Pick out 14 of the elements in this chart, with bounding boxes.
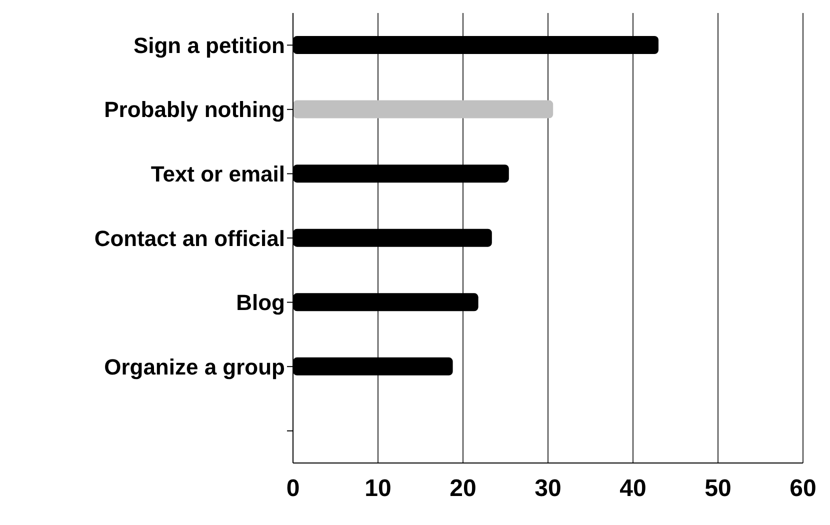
x-tick-label: 50 [704, 475, 732, 502]
y-tick-label: Sign a petition [133, 32, 285, 58]
x-tick-label: 40 [620, 475, 646, 502]
y-tick-label: Text or email [150, 162, 285, 187]
y-tick-label: Blog [236, 290, 285, 316]
x-tick-label: 20 [450, 475, 476, 502]
y-tick-label: Organize a group [104, 354, 285, 380]
x-tick-label: 0 [286, 475, 300, 502]
y-tick-label: Contact an official [94, 226, 285, 251]
x-tick-label: 10 [364, 475, 392, 502]
x-tick-label: 60 [790, 475, 816, 502]
y-tick-label: Probably nothing [104, 97, 285, 122]
x-tick-label: 30 [534, 475, 562, 502]
bar [293, 100, 554, 118]
